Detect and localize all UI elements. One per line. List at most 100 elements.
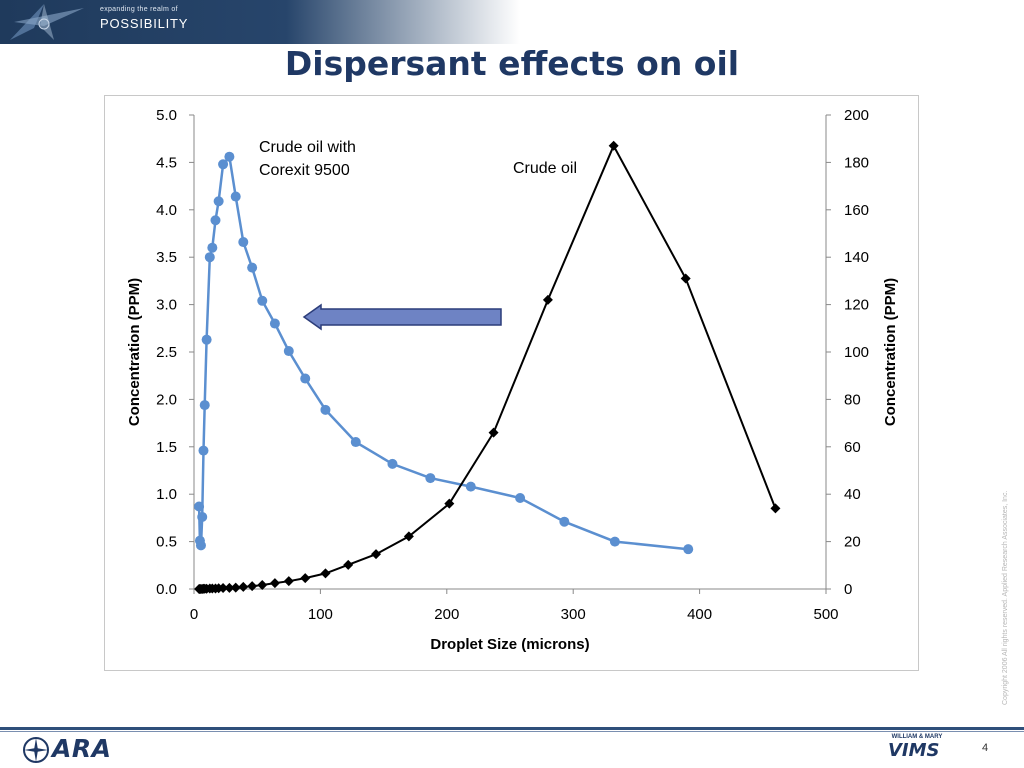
y2-tick-label: 80	[844, 391, 861, 408]
footer-divider-thin	[0, 731, 1024, 732]
data-point-dispersed	[224, 151, 235, 162]
data-point-dispersed	[238, 237, 249, 248]
y-tick-label: 2.5	[156, 344, 177, 361]
y2-tick-label: 0	[844, 581, 852, 598]
data-point-crude	[343, 559, 354, 570]
data-point-dispersed	[210, 215, 221, 226]
y2-tick-label: 20	[844, 534, 861, 551]
x-tick-label: 0	[190, 606, 198, 623]
data-point-dispersed	[320, 404, 331, 415]
y-tick-label: 4.5	[156, 154, 177, 171]
data-point-crude	[320, 568, 331, 579]
data-point-crude	[224, 582, 235, 593]
y2-tick-label: 180	[844, 154, 869, 171]
y-tick-label: 3.0	[156, 297, 177, 314]
annotation-dispersed-line2: Corexit 9500	[259, 162, 350, 179]
data-point-dispersed	[195, 540, 206, 551]
y-tick-label: 4.0	[156, 202, 177, 219]
dual-axis-chart: 0.0 0.5 1.0 1.5 2.0 2.5 3.0 3.5 4.0 4.5 5.0 0 20 40 60…	[126, 107, 899, 653]
y-tick-label: 2.0	[156, 391, 177, 408]
x-tick-label: 400	[687, 606, 712, 623]
y2-tick-label: 200	[844, 107, 869, 124]
data-point-crude	[269, 578, 280, 589]
slide-title: Dispersant effects on oil	[284, 44, 740, 83]
data-point-crude	[488, 427, 499, 438]
data-point-dispersed	[300, 373, 311, 384]
data-point-dispersed	[198, 445, 209, 456]
data-point-crude	[542, 294, 553, 305]
data-point-crude	[444, 498, 455, 509]
data-point-dispersed	[197, 511, 208, 522]
data-point-dispersed	[269, 318, 280, 329]
data-point-dispersed	[257, 295, 268, 306]
data-point-crude	[608, 140, 619, 151]
banner-brand-word: POSSIBILITY	[100, 16, 189, 31]
data-point-dispersed	[199, 400, 210, 411]
data-point-crude	[247, 581, 258, 592]
data-point-crude	[230, 582, 241, 593]
y2-axis-title: Concentration (PPM)	[882, 278, 899, 426]
x-tick-label: 100	[308, 606, 333, 623]
data-point-crude	[283, 576, 294, 587]
y-tick-label: 5.0	[156, 107, 177, 124]
data-point-crude	[371, 549, 382, 560]
data-point-dispersed	[683, 544, 694, 555]
data-point-dispersed	[425, 473, 436, 484]
y-tick-label: 1.0	[156, 486, 177, 503]
x-tick-label: 500	[813, 606, 838, 623]
shift-arrow-icon	[302, 303, 502, 331]
x-axis-title: Droplet Size (microns)	[430, 636, 589, 653]
y-tick-label: 3.5	[156, 249, 177, 266]
y-tick-label: 0.5	[156, 534, 177, 551]
footer-divider	[0, 727, 1024, 730]
series-line-0	[197, 153, 689, 551]
ara-logo-text: ARA	[52, 734, 112, 763]
chart-frame: 0.0 0.5 1.0 1.5 2.0 2.5 3.0 3.5 4.0 4.5 5.0 0 20 40 60…	[104, 95, 919, 671]
data-point-dispersed	[609, 536, 620, 547]
y2-tick-label: 100	[844, 344, 869, 361]
data-point-dispersed	[194, 501, 205, 512]
data-point-crude	[218, 583, 229, 594]
y2-tick-label: 120	[844, 297, 869, 314]
annotation-crude: Crude oil	[513, 160, 577, 177]
data-point-dispersed	[350, 437, 361, 448]
data-point-crude	[680, 273, 691, 284]
series-line-1	[199, 143, 777, 590]
vims-logo-top: WILLIAM & MARY	[891, 734, 943, 740]
data-point-dispersed	[230, 191, 241, 202]
copyright-notice: Copyright 2006 All rights reserved. Appl…	[1002, 490, 1009, 705]
star-logo-icon	[10, 4, 84, 40]
y2-tick-label: 160	[844, 202, 869, 219]
data-point-dispersed	[213, 196, 224, 207]
data-point-crude	[238, 581, 249, 592]
vims-logo-text: VIMS	[888, 740, 940, 761]
data-point-dispersed	[218, 159, 229, 170]
y-tick-label: 1.5	[156, 439, 177, 456]
vims-logo: WILLIAM & MARY VIMS	[884, 734, 950, 766]
banner-tagline: expanding the realm of	[100, 6, 178, 13]
data-point-dispersed	[247, 262, 258, 273]
data-point-crude	[300, 573, 311, 584]
header-banner: expanding the realm of POSSIBILITY	[0, 0, 520, 44]
data-point-crude	[770, 503, 781, 514]
y2-tick-label: 60	[844, 439, 861, 456]
x-tick-label: 300	[561, 606, 586, 623]
data-point-dispersed	[465, 481, 476, 492]
data-point-dispersed	[515, 492, 526, 503]
data-point-crude	[257, 579, 268, 590]
ara-compass-icon	[23, 737, 49, 763]
data-point-dispersed	[559, 516, 570, 527]
data-point-dispersed	[201, 334, 212, 345]
y2-tick-label: 140	[844, 249, 869, 266]
data-point-dispersed	[204, 252, 215, 263]
data-point-dispersed	[207, 242, 218, 253]
y-axis-title: Concentration (PPM)	[126, 278, 143, 426]
data-point-dispersed	[387, 458, 398, 469]
x-tick-label: 200	[434, 606, 459, 623]
data-point-dispersed	[283, 346, 294, 357]
annotation-dispersed-line1: Crude oil with	[259, 139, 356, 156]
data-point-crude	[403, 531, 414, 542]
y2-tick-label: 40	[844, 486, 861, 503]
y-tick-label: 0.0	[156, 581, 177, 598]
page-number: 4	[982, 742, 989, 754]
